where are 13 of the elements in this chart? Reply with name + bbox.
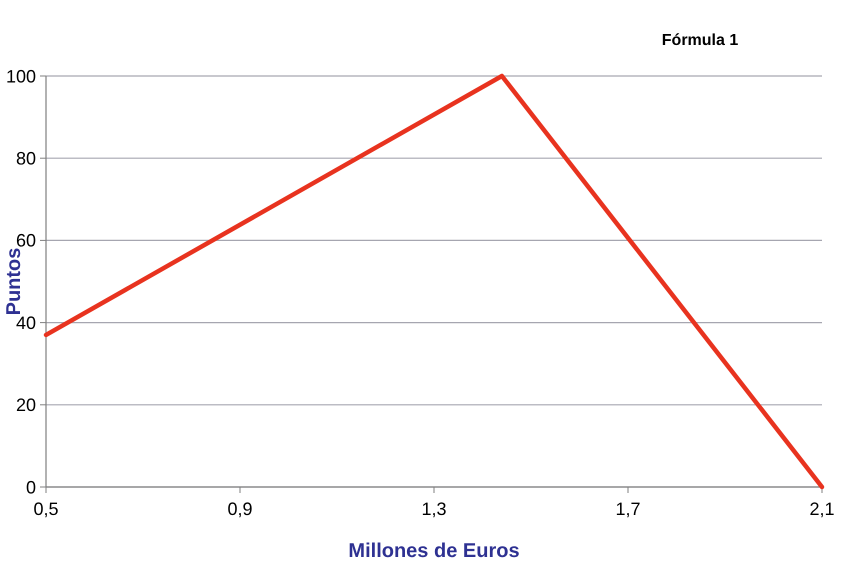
y-tick-label: 100 <box>6 66 36 86</box>
y-tick-label: 40 <box>16 312 36 333</box>
chart-title: Fórmula 1 <box>662 32 738 49</box>
x-tick-label: 0,5 <box>33 499 59 519</box>
x-tick-label: 0,9 <box>227 499 253 519</box>
x-tick-label: 2,1 <box>809 499 835 519</box>
y-tick-label: 80 <box>16 148 36 168</box>
y-tick-label: 20 <box>16 395 36 416</box>
x-axis-title: Millones de Euros <box>348 540 520 562</box>
x-tick-label: 1,3 <box>421 499 447 519</box>
y-axis-title: Puntos <box>3 248 25 316</box>
y-tick-label: 0 <box>26 477 36 498</box>
x-tick-label: 1,7 <box>615 499 641 519</box>
